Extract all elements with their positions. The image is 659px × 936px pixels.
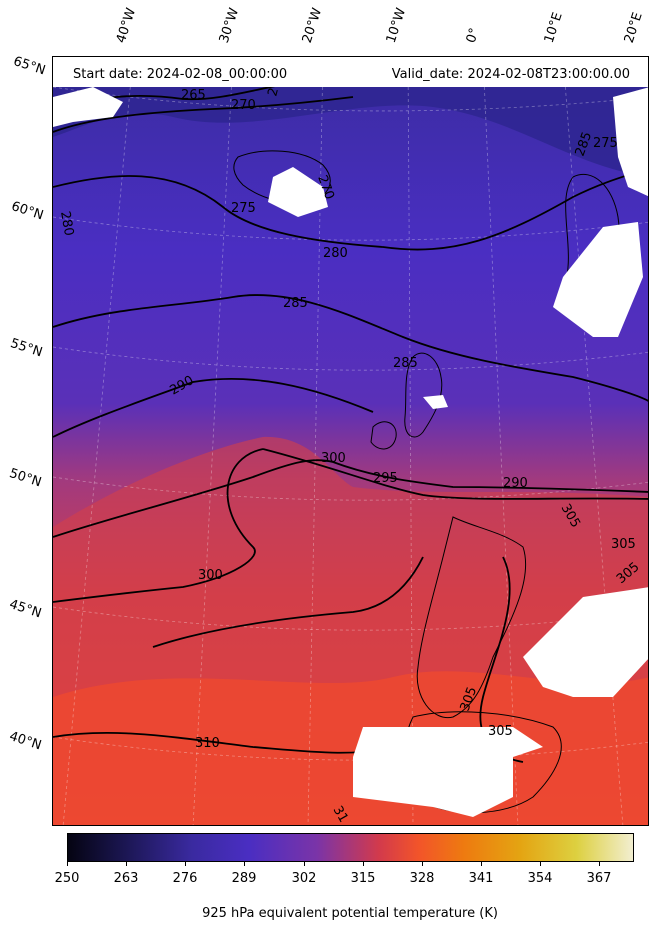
contour-label: 275 <box>593 136 618 151</box>
lat-label: 55°N <box>8 336 45 361</box>
contour-label: 285 <box>283 296 308 311</box>
contour-label: 305 <box>488 724 513 739</box>
colorbar-tick-label: 328 <box>409 871 435 886</box>
lat-label: 60°N <box>9 199 46 224</box>
contour-label: 300 <box>198 568 223 583</box>
colorbar-tick <box>126 862 127 866</box>
colorbar-tick <box>540 862 541 866</box>
coastlines <box>233 150 620 814</box>
colorbar-tick <box>481 862 482 866</box>
valid-date-label: Valid_date: 2024-02-08T23:00:00.00 <box>391 67 630 82</box>
lat-label: 40°N <box>7 729 44 754</box>
lon-label: 40°W <box>113 6 140 45</box>
colorbar-tick <box>422 862 423 866</box>
start-date-label: Start date: 2024-02-08_00:00:00 <box>73 67 288 82</box>
contour-label: 290 <box>503 476 528 491</box>
contour-label: 305 <box>611 537 636 552</box>
header-strip <box>53 57 648 87</box>
lon-label: 10°E <box>541 10 566 46</box>
contour-label: 280 <box>323 246 348 261</box>
colorbar-tick-label: 289 <box>231 871 257 886</box>
map-canvas: 265 270 275 275 270 275 280 280 285 285 … <box>53 57 648 826</box>
colorbar-tick-label: 302 <box>291 871 317 886</box>
colorbar-tick-label: 263 <box>113 871 139 886</box>
colorbar-tick-label: 341 <box>468 871 494 886</box>
lon-label: 30°W <box>216 6 243 45</box>
contour-label: 31 <box>330 804 351 826</box>
contour-label: 295 <box>373 471 398 486</box>
lon-label: 10°W <box>383 6 410 45</box>
colorbar-tick <box>244 862 245 866</box>
contour-label: 280 <box>57 210 76 237</box>
missing-data <box>53 87 648 817</box>
lat-label: 45°N <box>7 597 44 622</box>
colorbar <box>67 833 634 862</box>
lon-label: 20°W <box>299 6 326 45</box>
contour-label: 275 <box>231 201 256 216</box>
colorbar-tick <box>67 862 68 866</box>
graticule <box>53 57 648 825</box>
contour-label: 265 <box>181 88 206 103</box>
map-panel: 265 270 275 275 270 275 280 280 285 285 … <box>52 56 649 826</box>
colorbar-tick-label: 276 <box>172 871 198 886</box>
colorbar-tick <box>599 862 600 866</box>
colorbar-tick-label: 315 <box>350 871 376 886</box>
contour-label: 300 <box>321 451 346 466</box>
colorbar-tick-label: 367 <box>586 871 612 886</box>
contour-label: 270 <box>231 98 256 113</box>
colorbar-tick-label: 354 <box>527 871 553 886</box>
lat-label: 65°N <box>11 54 48 79</box>
lon-label: 20°E <box>621 10 646 46</box>
colorbar-tick-label: 250 <box>54 871 80 886</box>
lat-label: 50°N <box>7 466 44 491</box>
contour-label: 310 <box>195 736 220 751</box>
colorbar-tick <box>304 862 305 866</box>
colorbar-label: 925 hPa equivalent potential temperature… <box>202 906 498 921</box>
colorbar-tick <box>363 862 364 866</box>
colorbar-tick <box>185 862 186 866</box>
lon-label: 0° <box>463 26 483 45</box>
contour-label: 285 <box>393 356 418 371</box>
